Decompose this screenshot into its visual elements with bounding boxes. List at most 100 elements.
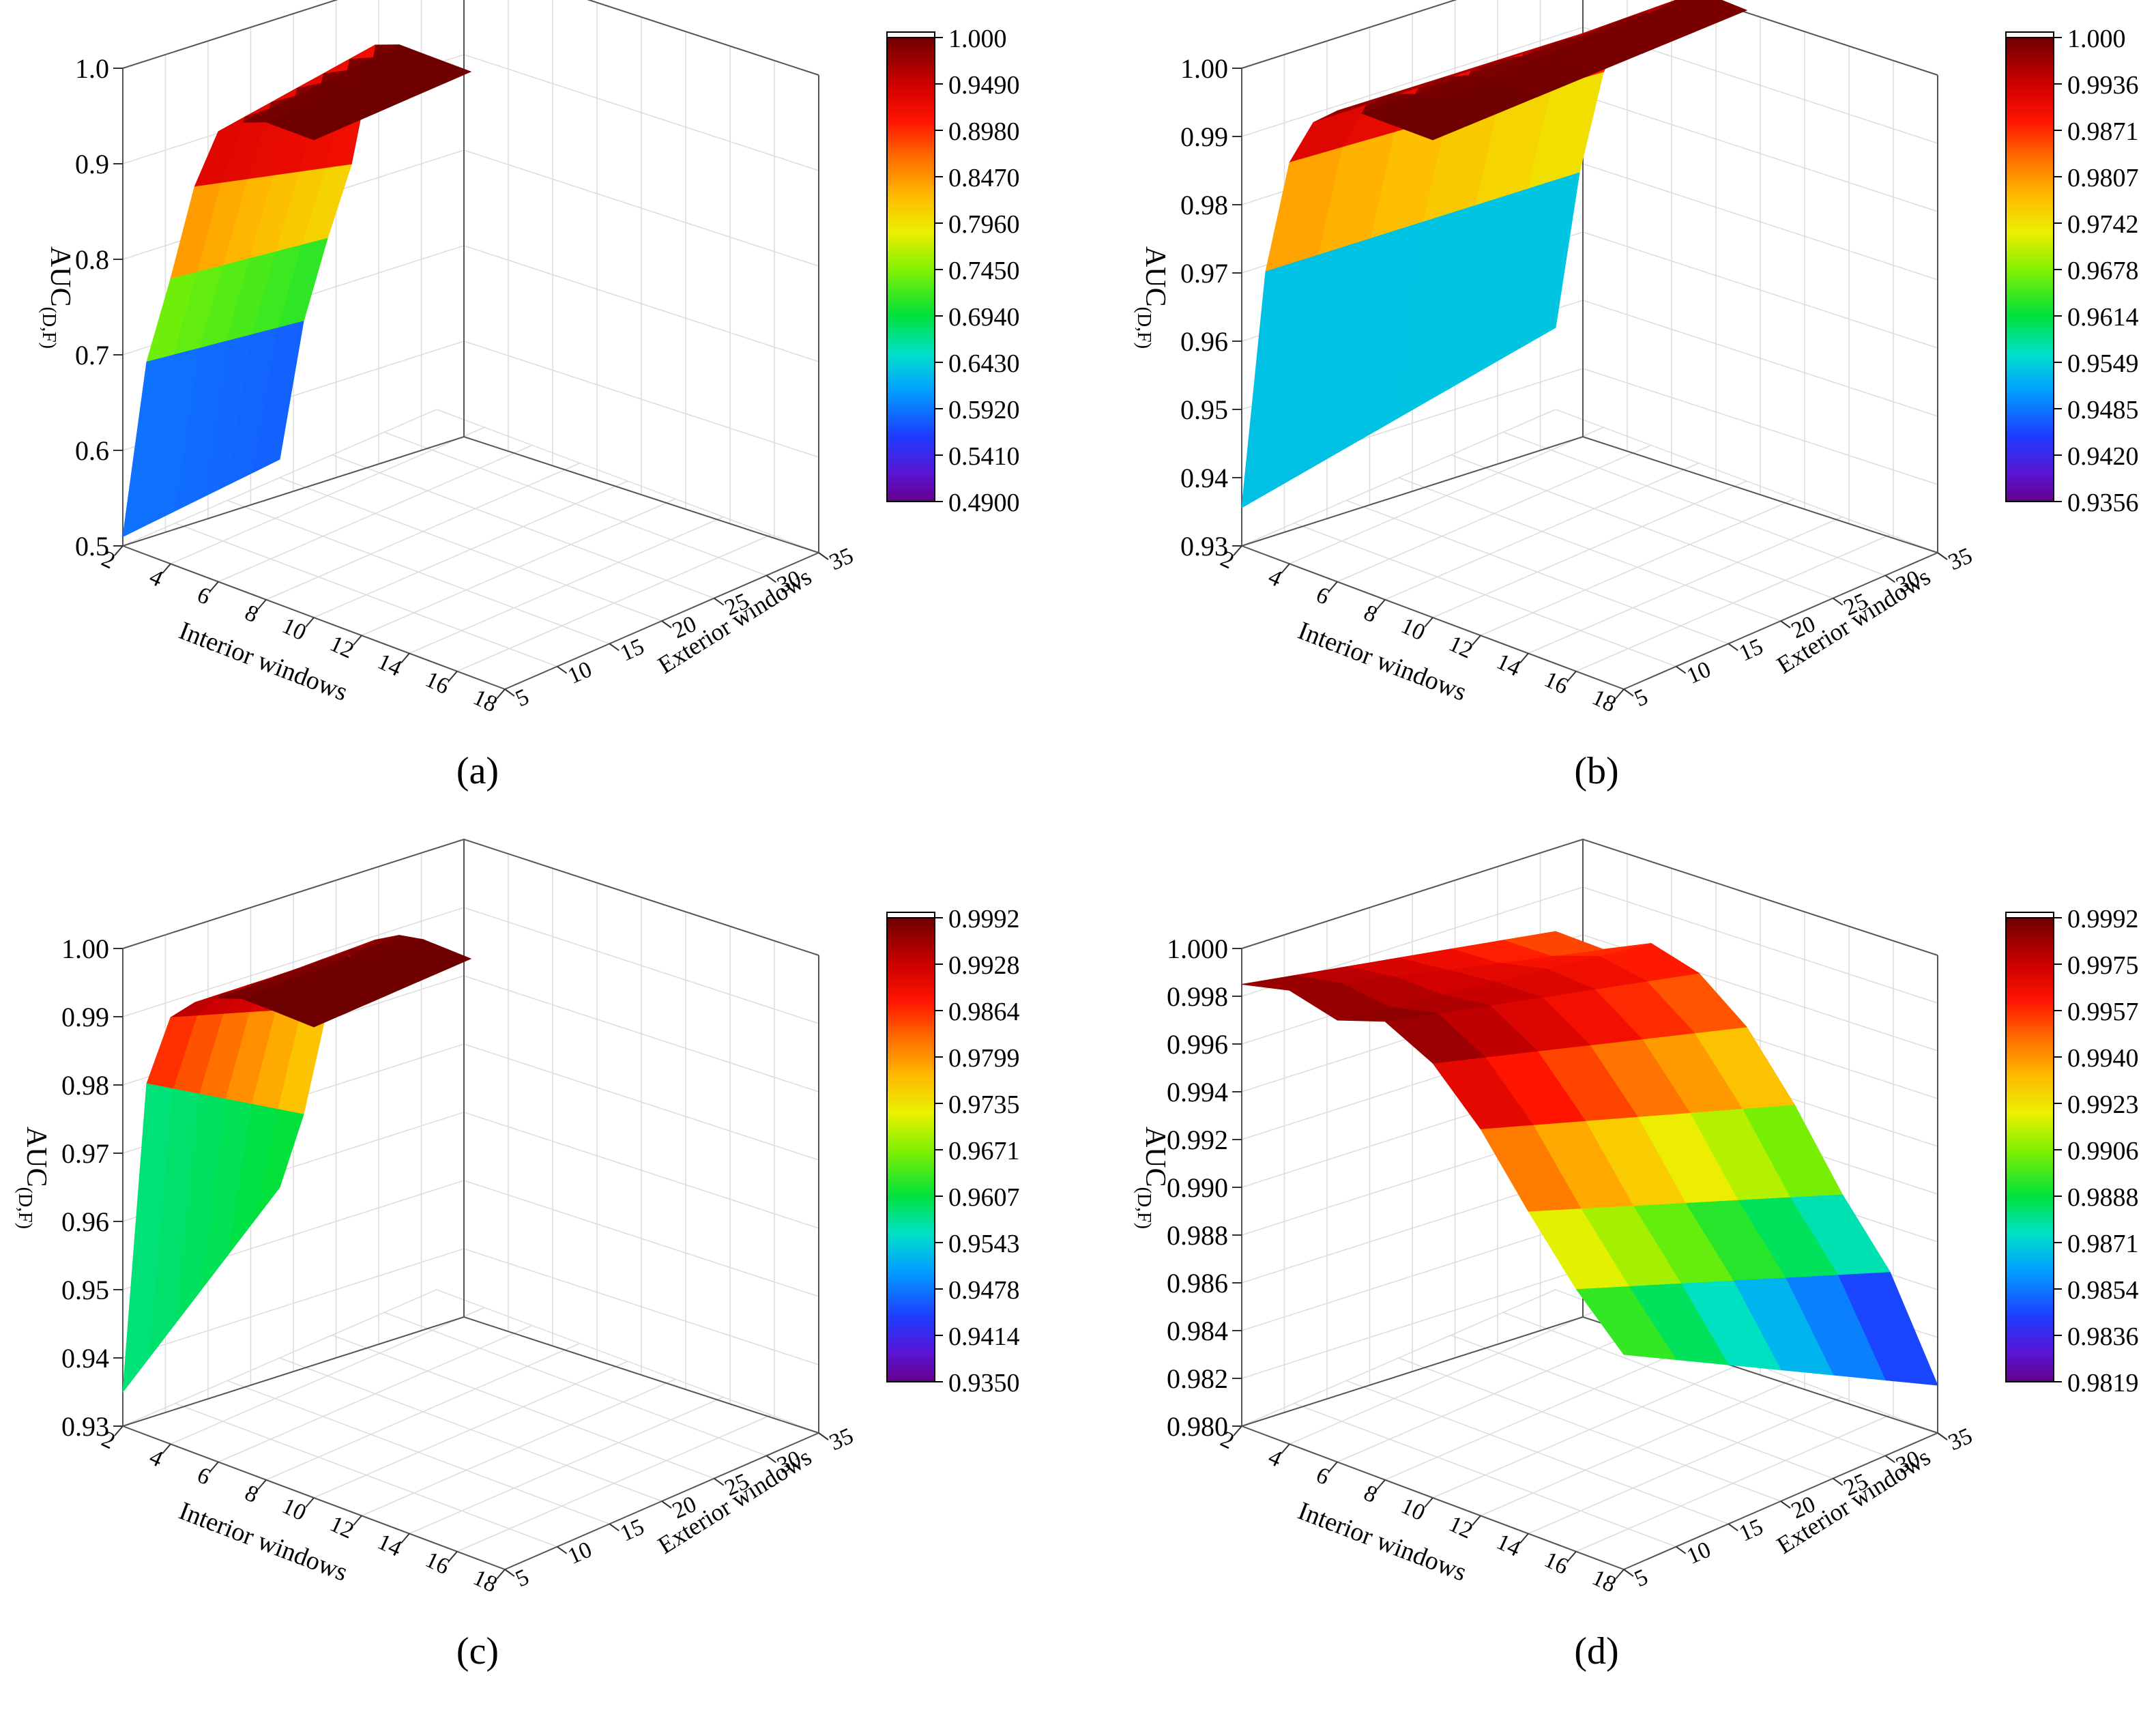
colorbar-tick-label: 0.9807 — [2067, 164, 2139, 192]
colorbar-cap — [2005, 912, 2054, 918]
x-tick — [1233, 545, 1242, 556]
grid-line — [1503, 1312, 1886, 1457]
x-axis-title: Interior windows — [175, 1496, 351, 1587]
x-tick — [496, 689, 506, 699]
y-tick — [714, 597, 725, 606]
colorbar-tick-label: 0.9414 — [948, 1322, 1020, 1351]
x-axis-title: Interior windows — [175, 616, 351, 707]
x-tick-label: 4 — [1264, 1445, 1285, 1473]
grid-line — [279, 1357, 662, 1502]
colorbar-tick-label: 0.9735 — [948, 1090, 1020, 1119]
x-tick — [114, 545, 123, 556]
x-tick — [353, 635, 362, 646]
colorbar-tick-label: 0.9975 — [2067, 951, 2139, 980]
colorbar-tick-label: 0.9928 — [948, 951, 1020, 980]
z-axis-title: AUC(D,F) — [1133, 1127, 1171, 1229]
z-tick-label: 0.98 — [61, 1070, 109, 1101]
x-tick-label: 14 — [374, 1529, 405, 1562]
z-tick-label: 0.9 — [75, 149, 109, 179]
x-tick-label: 16 — [422, 667, 453, 699]
grid-line — [175, 522, 557, 667]
z-axis-title-sub: (D,F) — [14, 1187, 35, 1229]
y-tick — [1937, 1432, 1948, 1440]
y-tick — [1780, 620, 1791, 628]
x-tick — [209, 1461, 219, 1473]
panel-label: (c) — [456, 1630, 499, 1672]
colorbar-tick-label: 0.9742 — [2067, 210, 2139, 239]
colorbar-tick-label: 0.9957 — [2067, 998, 2139, 1026]
grid-line — [436, 1289, 819, 1434]
x-tick — [496, 1569, 506, 1580]
z-tick-label: 0.8 — [75, 244, 109, 275]
grid-line — [122, 1316, 819, 1434]
z-axis-title-sub: (D,F) — [38, 307, 59, 349]
colorbar-tick-label: 0.6940 — [948, 303, 1020, 332]
y-tick-label: 5 — [1631, 684, 1652, 712]
x-tick-label: 16 — [1541, 1547, 1572, 1580]
grid-line — [122, 0, 819, 76]
colorbar-tick-label: 0.5920 — [948, 396, 1020, 424]
colorbar — [886, 917, 935, 1382]
x-tick-label: 6 — [193, 582, 214, 610]
grid-line — [1241, 839, 1938, 956]
x-tick — [1328, 1461, 1338, 1473]
x-tick-label: 12 — [326, 1511, 358, 1544]
z-axis-title: AUC(D,F) — [38, 246, 76, 349]
y-tick — [1623, 689, 1634, 697]
colorbar-tick-label: 0.9543 — [948, 1230, 1020, 1258]
x-tick-label: 8 — [241, 1480, 262, 1508]
x-tick — [353, 1515, 362, 1526]
surface — [1241, 931, 1938, 1386]
y-tick-label: 35 — [1944, 543, 1976, 576]
z-axis-title: AUC(D,F) — [1133, 246, 1171, 349]
x-tick — [1281, 563, 1290, 574]
z-tick-label: 1.000 — [1167, 933, 1228, 964]
z-tick-label: 0.97 — [1180, 258, 1228, 289]
colorbar-tick-label: 0.6430 — [948, 349, 1020, 378]
grid-line — [122, 839, 819, 956]
y-tick — [1676, 665, 1687, 674]
x-tick — [305, 617, 315, 628]
x-tick — [1424, 617, 1433, 628]
z-axis-title-main: AUC — [1139, 246, 1171, 307]
z-tick-label: 0.5 — [75, 531, 109, 562]
y-tick-label: 5 — [1631, 1565, 1652, 1593]
z-tick-label: 0.93 — [61, 1411, 109, 1442]
x-tick-label: 10 — [1397, 1493, 1429, 1526]
x-tick-label: 10 — [278, 1493, 310, 1526]
z-axis-title-main: AUC — [44, 246, 76, 307]
y-tick — [1676, 1546, 1687, 1554]
floor-edge-line — [122, 435, 819, 553]
x-tick — [1472, 1515, 1481, 1526]
grid-line — [1241, 436, 1938, 553]
top-edge-line — [122, 0, 819, 76]
y-tick — [1884, 575, 1895, 583]
colorbar-cap — [886, 31, 935, 38]
x-tick — [162, 563, 171, 574]
colorbar-tick-label: 0.9871 — [2067, 1230, 2139, 1258]
colorbar-tick-label: 0.4900 — [948, 489, 1020, 517]
x-tick — [1615, 1569, 1625, 1580]
colorbar — [2005, 917, 2054, 1382]
z-tick-label: 0.98 — [1180, 190, 1228, 220]
grid-line — [227, 499, 610, 645]
x-tick — [1567, 671, 1577, 682]
x-tick — [1328, 581, 1338, 592]
colorbar-tick-label: 0.9864 — [948, 998, 1020, 1026]
surface — [122, 44, 472, 538]
z-tick-label: 0.994 — [1167, 1077, 1228, 1107]
x-tick-label: 12 — [1445, 631, 1476, 664]
x-tick — [1472, 635, 1481, 646]
z-axis-title-main: AUC — [20, 1127, 52, 1187]
y-tick-label: 35 — [1944, 1423, 1976, 1456]
colorbar-tick-label: 0.9678 — [2067, 257, 2139, 285]
z-tick-label: 0.97 — [61, 1138, 109, 1169]
x-axis-title: Interior windows — [1294, 1496, 1470, 1587]
y-tick — [557, 665, 568, 674]
z-tick-label: 0.982 — [1167, 1363, 1228, 1394]
y-tick — [504, 1569, 515, 1577]
colorbar-tick-label: 0.9871 — [2067, 117, 2139, 146]
